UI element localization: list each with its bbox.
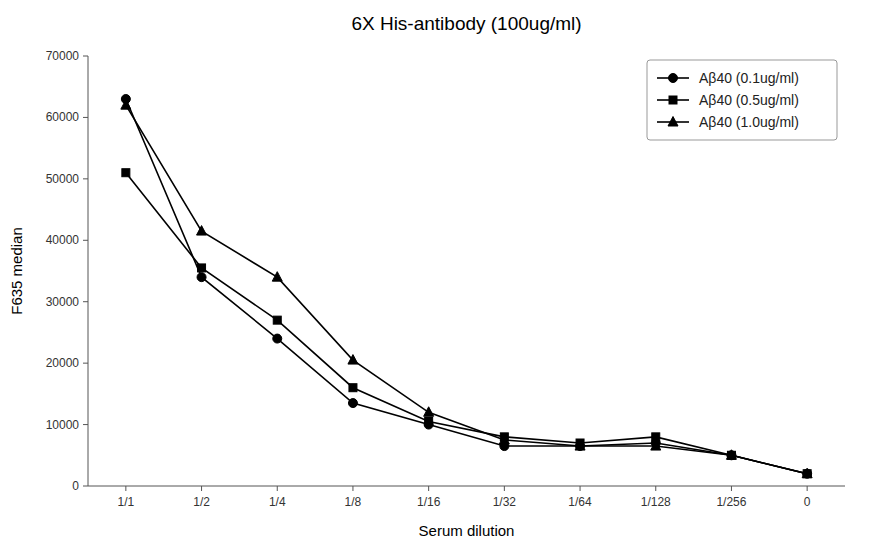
x-tick [352, 486, 353, 491]
chart: 6X His-antibody (100ug/ml) 0 10000 20000 300… [0, 0, 869, 552]
plot-data [121, 95, 812, 479]
x-tick-label: 1/1 [118, 495, 135, 509]
y-tick-label: 10000 [46, 418, 80, 432]
x-tick [807, 486, 808, 491]
y-tick [83, 178, 88, 179]
x-tick-label: 1/64 [568, 495, 592, 509]
point [273, 316, 281, 324]
legend-label: Aβ40 (0.5ug/ml) [699, 92, 799, 108]
point [575, 441, 585, 451]
x-tick [504, 486, 505, 491]
x-tick-label: 1/2 [193, 495, 210, 509]
y-tick [83, 363, 88, 364]
series [121, 100, 812, 478]
point [348, 355, 358, 365]
y-tick-label: 0 [72, 479, 79, 493]
x-tick-label: 1/4 [269, 495, 286, 509]
y-axis-label: F635 median [8, 227, 25, 315]
legend-marker [669, 96, 677, 104]
y-tick-label: 30000 [46, 295, 80, 309]
series [121, 95, 811, 479]
series [122, 169, 811, 478]
point [121, 100, 131, 110]
y-tick-label: 60000 [46, 110, 80, 124]
chart-container: 6X His-antibody (100ug/ml) 0 10000 20000 300… [0, 0, 869, 552]
legend-marker [668, 117, 678, 127]
y-tick [83, 56, 88, 57]
point [726, 450, 736, 460]
point [197, 226, 207, 236]
point [425, 418, 433, 426]
x-tick-label: 1/128 [641, 495, 671, 509]
y-tick-label: 40000 [46, 233, 80, 247]
point [727, 451, 736, 460]
x-tick [655, 486, 656, 491]
x-tick-label: 1/32 [493, 495, 517, 509]
x-axis-label: Serum dilution [419, 522, 515, 539]
legend-label: Aβ40 (1.0ug/ml) [699, 114, 799, 130]
y-axis-line [88, 56, 89, 486]
point [198, 264, 206, 272]
x-tick-label: 1/8 [345, 495, 362, 509]
y-tick [83, 424, 88, 425]
y-tick-label: 70000 [46, 49, 80, 63]
y-tick [83, 117, 88, 118]
x-tick [428, 486, 429, 491]
y-tick [83, 240, 88, 241]
x-tick-label: 1/16 [417, 495, 441, 509]
point [803, 469, 812, 478]
y-tick [83, 301, 88, 302]
point [348, 399, 357, 408]
x-tick [580, 486, 581, 491]
point [122, 169, 130, 177]
y-tick-label: 50000 [46, 172, 80, 186]
y-tick [83, 486, 88, 487]
point [802, 468, 812, 478]
axes: 0 10000 20000 30000 40000 50000 60000 70000 1/1 1… [46, 49, 845, 509]
series-line [126, 99, 807, 474]
series-line [126, 173, 807, 474]
x-tick [731, 486, 732, 491]
x-tick-label: 0 [804, 495, 811, 509]
series-line [126, 105, 807, 474]
legend-marker [669, 74, 678, 83]
legend-label: Aβ40 (0.1ug/ml) [699, 70, 799, 86]
x-tick-label: 1/256 [716, 495, 746, 509]
x-tick [201, 486, 202, 491]
point [273, 334, 282, 343]
point [424, 407, 434, 417]
point [349, 384, 357, 392]
background [0, 0, 869, 552]
point [197, 273, 206, 282]
x-tick [125, 486, 126, 491]
point [272, 272, 282, 282]
x-tick [277, 486, 278, 491]
point [499, 434, 509, 444]
legend-box [647, 60, 837, 140]
y-tick-label: 20000 [46, 356, 80, 370]
point [651, 441, 661, 451]
legend: Aβ40 (0.1ug/ml) Aβ40 (0.5ug/ml) Aβ40 (1.0u… [647, 60, 837, 140]
title: 6X His-antibody (100ug/ml) [351, 13, 581, 34]
